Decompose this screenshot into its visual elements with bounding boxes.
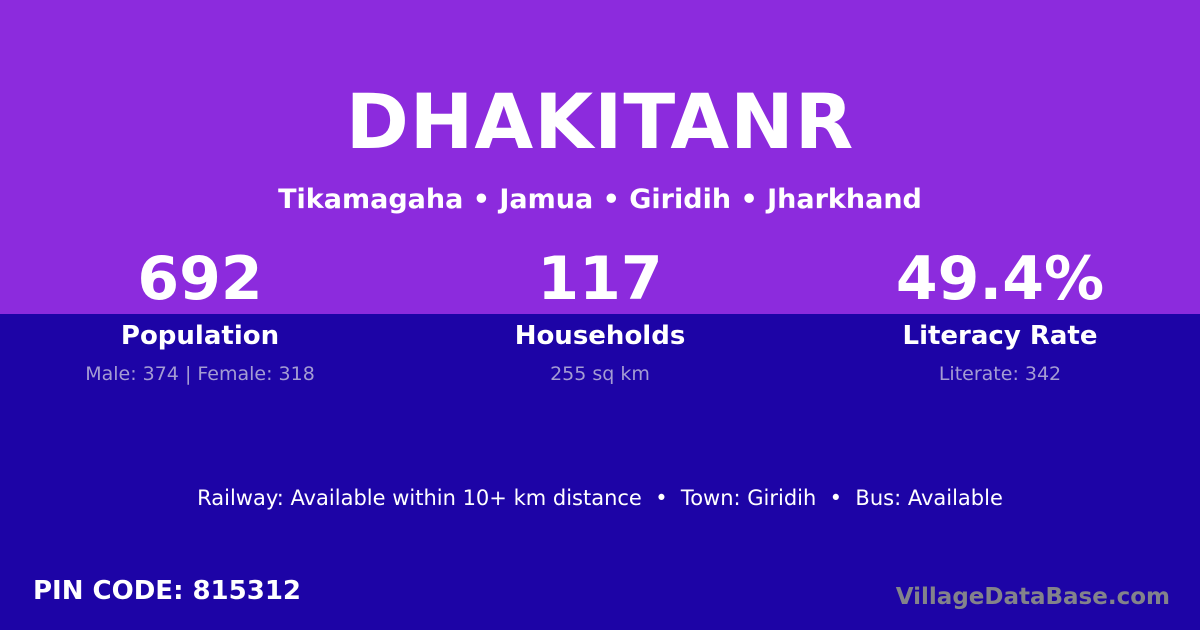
pin-code-value: 815312 [192,576,302,606]
hero-background [0,0,1200,314]
households-label: Households [514,321,686,351]
pin-code-label: PIN CODE: [33,576,184,606]
literacy-value: 49.4% [895,244,1105,314]
transport-info-line: Railway: Available within 10+ km distanc… [197,486,1003,510]
households-value: 117 [537,244,663,314]
pin-code: PIN CODE: 815312 [33,576,301,606]
stat-literacy-rate: 49.4% Literacy Rate Literate: 342 [800,244,1200,385]
population-label: Population [120,321,280,351]
population-value: 692 [137,244,263,314]
village-title: DHAKITANR [345,77,855,166]
stats-row: 692 Population Male: 374 | Female: 318 1… [0,244,1200,385]
stat-households: 117 Households 255 sq km [400,244,800,385]
village-location-breadcrumb: Tikamagaha • Jamua • Giridih • Jharkhand [278,184,922,215]
site-watermark: VillageDataBase.com [895,584,1170,610]
literacy-detail: Literate: 342 [938,363,1062,385]
households-detail: 255 sq km [550,363,650,385]
stat-population: 692 Population Male: 374 | Female: 318 [0,244,400,385]
population-detail: Male: 374 | Female: 318 [85,363,315,385]
literacy-label: Literacy Rate [902,321,1098,351]
